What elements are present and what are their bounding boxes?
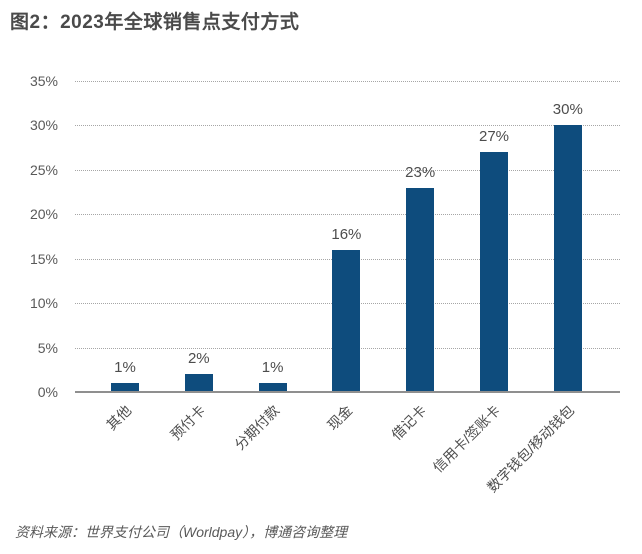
bar-value-label: 1% xyxy=(261,359,284,377)
bar-value-label: 2% xyxy=(187,350,210,368)
bar xyxy=(332,249,361,392)
x-axis-line xyxy=(75,391,620,393)
category-label: 信用卡/签账卡 xyxy=(429,402,504,476)
gridline xyxy=(75,125,620,127)
bar-value-label: 1% xyxy=(114,359,136,377)
bar xyxy=(258,383,287,392)
category-label: 其他 xyxy=(103,402,135,434)
category-label: 预付卡 xyxy=(167,402,209,444)
category-label: 分期付款 xyxy=(231,402,282,453)
bar-value-label: 27% xyxy=(478,128,510,146)
y-axis-tick-label: 30% xyxy=(29,117,58,134)
bar-value-label: 23% xyxy=(405,163,436,181)
y-axis-tick-label: 25% xyxy=(29,161,58,178)
gridline xyxy=(75,169,620,171)
category-label: 借记卡 xyxy=(388,402,430,444)
y-axis-tick-label: 35% xyxy=(29,73,58,89)
source-note: 资料来源：世界支付公司（Worldpay），博通咨询整理 xyxy=(15,524,348,540)
bar xyxy=(406,187,435,392)
gridline xyxy=(75,214,620,216)
y-axis-tick-label: 20% xyxy=(29,206,58,223)
bar-value-label: 16% xyxy=(331,225,362,243)
category-label: 现金 xyxy=(324,402,356,434)
bar xyxy=(184,374,213,392)
y-axis-tick-label: 5% xyxy=(37,339,58,356)
bar xyxy=(553,125,582,392)
y-axis-tick-label: 10% xyxy=(29,295,58,312)
figure-title: 图2：2023年全球销售点支付方式 xyxy=(10,12,300,33)
y-axis-tick-label: 15% xyxy=(29,250,58,267)
y-axis-tick-label: 0% xyxy=(37,384,58,400)
gridline xyxy=(75,81,620,82)
bar-value-label: 30% xyxy=(552,101,583,119)
bar xyxy=(111,383,139,392)
bar xyxy=(480,152,508,392)
